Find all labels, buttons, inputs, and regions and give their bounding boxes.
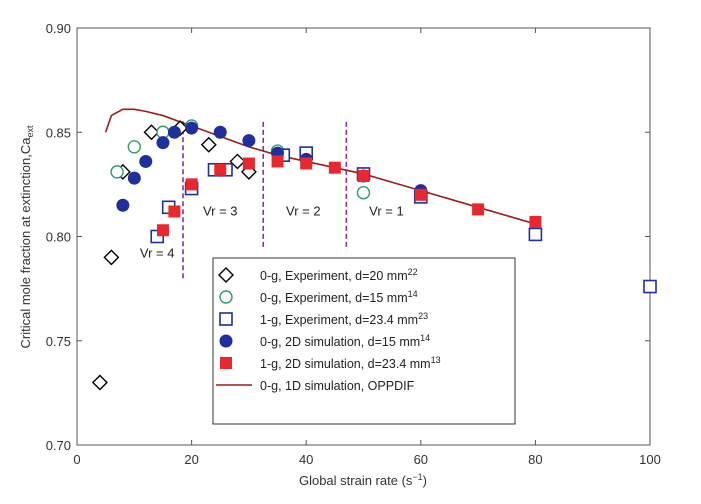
series-layer bbox=[91, 108, 657, 391]
legend-marker bbox=[218, 267, 234, 283]
x-tick-label: 100 bbox=[639, 452, 661, 467]
legend-label: 0-g, 1D simulation, OPPDIF bbox=[260, 379, 415, 393]
x-tick-label: 20 bbox=[184, 452, 198, 467]
region-label: Vr = 3 bbox=[203, 204, 238, 219]
x-tick-label: 60 bbox=[414, 452, 428, 467]
data-point bbox=[328, 161, 341, 174]
data-point bbox=[200, 136, 217, 153]
data-point bbox=[127, 171, 141, 185]
data-point bbox=[356, 186, 371, 200]
series-4 bbox=[156, 155, 542, 237]
legend-box bbox=[212, 257, 516, 425]
region-lines bbox=[182, 119, 348, 279]
data-point bbox=[185, 121, 199, 135]
legend-label: 0-g, Experiment, d=15 mm14 bbox=[260, 289, 418, 305]
region-label: Vr = 2 bbox=[286, 204, 321, 219]
data-point bbox=[643, 279, 657, 294]
legend-item: 0-g, Experiment, d=15 mm14 bbox=[219, 289, 418, 305]
data-point bbox=[357, 170, 370, 183]
legend: 0-g, Experiment, d=20 mm22 0-g, Experimen… bbox=[212, 257, 516, 425]
data-point bbox=[300, 157, 313, 170]
x-tick-label: 40 bbox=[299, 452, 313, 467]
legend-label: 0-g, 2D simulation, d=15 mm14 bbox=[260, 333, 430, 349]
data-point bbox=[528, 227, 543, 242]
y-axis-title: Critical mole fraction at extinction,Cae… bbox=[18, 125, 35, 348]
legend-item: 0-g, 2D simulation, d=15 mm14 bbox=[219, 333, 430, 349]
data-point bbox=[103, 249, 120, 266]
data-point bbox=[127, 140, 142, 154]
data-point bbox=[143, 124, 160, 141]
x-axis-title: Global strain rate (s−1) bbox=[299, 472, 427, 488]
y-tick-label: 0.85 bbox=[46, 125, 71, 140]
data-point bbox=[116, 198, 130, 212]
legend-marker bbox=[219, 334, 233, 348]
x-tick-label: 0 bbox=[73, 452, 80, 467]
data-point bbox=[156, 136, 170, 150]
data-point bbox=[156, 224, 169, 237]
data-point bbox=[139, 154, 153, 168]
series-5 bbox=[104, 108, 536, 225]
legend-item: 1-g, Experiment, d=23.4 mm23 bbox=[219, 311, 428, 327]
data-point bbox=[110, 165, 124, 179]
legend-marker bbox=[219, 290, 233, 304]
series-line bbox=[104, 108, 536, 225]
data-point bbox=[271, 155, 284, 168]
data-point bbox=[242, 157, 255, 170]
data-point bbox=[91, 374, 108, 391]
legend-marker bbox=[219, 312, 233, 326]
legend-item: 0-g, Experiment, d=20 mm22 bbox=[218, 267, 418, 283]
y-tick-label: 0.75 bbox=[46, 334, 71, 349]
legend-marker bbox=[220, 357, 232, 369]
data-point bbox=[168, 205, 181, 218]
y-tick-label: 0.90 bbox=[46, 21, 71, 36]
data-point bbox=[229, 153, 246, 170]
y-tick-label: 0.70 bbox=[46, 438, 71, 453]
legend-label: 1-g, Experiment, d=23.4 mm23 bbox=[260, 311, 428, 327]
data-point bbox=[529, 215, 542, 228]
legend-item: 1-g, 2D simulation, d=23.4 mm13 bbox=[220, 355, 441, 371]
x-tick-label: 80 bbox=[528, 452, 542, 467]
data-point bbox=[414, 188, 427, 201]
y-tick-label: 0.80 bbox=[46, 230, 71, 245]
data-point bbox=[167, 125, 181, 139]
data-point bbox=[214, 163, 227, 176]
legend-item: 0-g, 1D simulation, OPPDIF bbox=[216, 379, 415, 393]
legend-label: 1-g, 2D simulation, d=23.4 mm13 bbox=[260, 355, 441, 371]
data-point bbox=[213, 125, 227, 139]
region-labels: Vr = 4 Vr = 3 Vr = 2 Vr = 1 bbox=[140, 204, 404, 261]
data-point bbox=[185, 178, 198, 191]
axis-ticks: 0 20 40 60 80 100 0.70 0.75 0.80 0.85 0.90 bbox=[46, 21, 661, 467]
region-label: Vr = 1 bbox=[369, 204, 404, 219]
data-point bbox=[472, 203, 485, 216]
region-label: Vr = 4 bbox=[140, 245, 175, 260]
data-point bbox=[242, 134, 256, 148]
legend-label: 0-g, Experiment, d=20 mm22 bbox=[260, 267, 418, 283]
